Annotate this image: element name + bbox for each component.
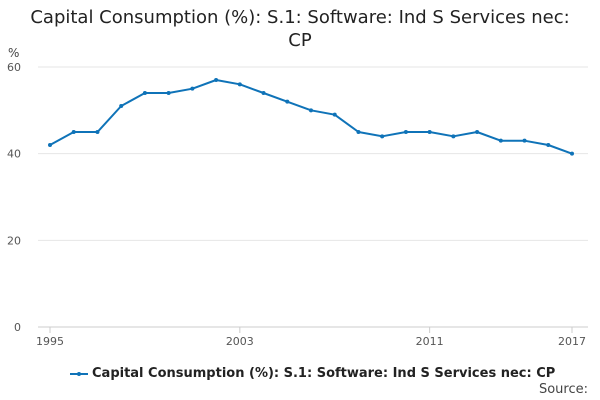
data-point[interactable] [546, 143, 551, 147]
data-point[interactable] [522, 138, 527, 143]
data-point[interactable] [237, 82, 242, 87]
data-point[interactable] [498, 138, 503, 143]
data-point[interactable] [119, 104, 124, 108]
data-point[interactable] [332, 112, 337, 117]
data-point[interactable] [48, 143, 52, 147]
series-layer [48, 78, 574, 156]
legend-swatch-icon [70, 369, 88, 379]
x-tick-label: 2017 [558, 335, 586, 348]
source-label[interactable]: Source: [538, 382, 588, 397]
y-tick-label: 40 [7, 148, 21, 161]
y-tick-label: 0 [14, 321, 21, 334]
data-point[interactable] [142, 91, 147, 95]
chart-title: Capital Consumption (%): S.1: Software: … [0, 6, 600, 52]
x-tick-label: 1995 [36, 335, 64, 348]
data-point[interactable] [427, 130, 432, 134]
x-tick-label: 2003 [226, 335, 254, 348]
data-point[interactable] [356, 130, 361, 134]
data-point[interactable] [214, 78, 219, 82]
data-point[interactable] [95, 130, 100, 134]
x-tick-label: 2011 [416, 335, 444, 348]
series-line [49, 79, 573, 155]
data-point[interactable] [380, 134, 385, 139]
axis-layer: 0 20 40 60 1995 2003 2011 2017 [7, 61, 586, 348]
data-point[interactable] [451, 134, 456, 139]
data-point[interactable] [190, 86, 195, 91]
legend-label: Capital Consumption (%): S.1: Software: … [92, 366, 556, 381]
y-axis-unit-label: % [8, 46, 19, 60]
y-tick-label: 20 [7, 234, 21, 247]
data-point[interactable] [166, 91, 171, 95]
data-point[interactable] [71, 130, 76, 134]
data-point[interactable] [403, 130, 408, 134]
legend[interactable]: Capital Consumption (%): S.1: Software: … [70, 366, 555, 381]
chart-title-line-1: Capital Consumption (%): S.1: Software: … [30, 7, 570, 28]
chart-title-line-2: CP [288, 30, 312, 51]
y-tick-label: 60 [7, 61, 21, 74]
grid-layer [38, 66, 588, 328]
data-point[interactable] [261, 91, 266, 95]
data-point[interactable] [570, 151, 574, 156]
data-point[interactable] [285, 99, 290, 104]
data-point[interactable] [475, 130, 480, 134]
data-point[interactable] [309, 108, 313, 113]
